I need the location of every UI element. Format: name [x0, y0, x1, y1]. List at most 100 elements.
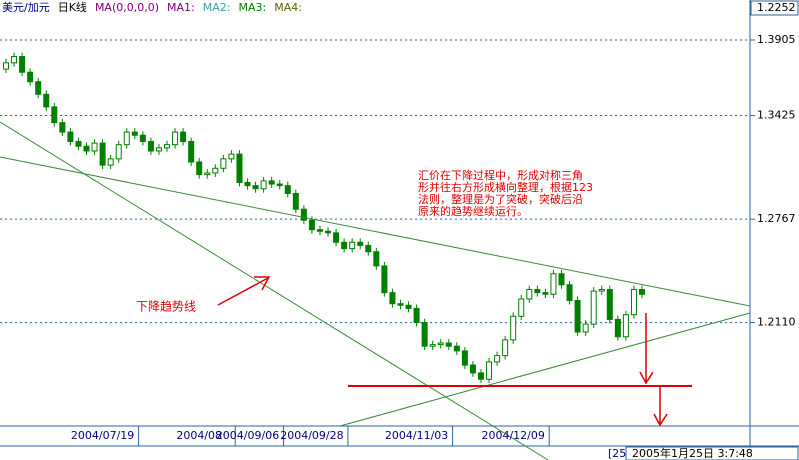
- candle-body: [292, 192, 299, 210]
- candle-body: [349, 241, 356, 250]
- candle-body: [164, 144, 171, 149]
- candle-body: [172, 131, 179, 146]
- candle-body: [3, 62, 9, 70]
- marks: [0, 39, 750, 384]
- candle-body: [558, 273, 565, 286]
- candle-body: [308, 219, 315, 231]
- candle-body: [389, 292, 396, 305]
- candle-body: [526, 289, 533, 300]
- candle-body: [188, 141, 195, 163]
- header-item: MA(0,0,0,0): [95, 1, 159, 14]
- candle-body: [316, 229, 323, 232]
- header-bg: [0, 0, 330, 15]
- trend-line: [0, 156, 751, 307]
- candle-body: [35, 81, 42, 95]
- candle-body: [574, 300, 581, 333]
- candle-body: [461, 350, 468, 366]
- candle-body: [75, 141, 82, 147]
- candle-body: [67, 131, 74, 143]
- candle-body: [357, 241, 364, 246]
- candle-body: [268, 180, 275, 185]
- candle-body: [228, 153, 235, 160]
- trend-label: 下降趋势线: [136, 300, 196, 314]
- candle-body: [639, 289, 645, 295]
- candle-body: [486, 361, 493, 380]
- x-tick-label: 2004/11/03: [385, 429, 448, 442]
- candle-body: [534, 289, 541, 294]
- annotation-line: 原来的趋势继续运行。: [418, 204, 528, 218]
- candle-body: [131, 131, 138, 136]
- candle-body: [43, 93, 50, 108]
- candle-body: [469, 364, 476, 374]
- candle-body: [123, 131, 130, 146]
- status-time: 2005年1月25日 3:7:48: [632, 446, 753, 460]
- candle-body: [437, 342, 444, 346]
- candle-body: [582, 323, 589, 333]
- candle-body: [381, 265, 388, 294]
- x-tick-label: 2004/09/06: [216, 429, 279, 442]
- trend-line: [339, 312, 751, 427]
- candle-body: [566, 284, 573, 302]
- arrow: [217, 276, 271, 306]
- candle-body: [606, 289, 613, 320]
- header-item: 美元/加元: [2, 1, 50, 14]
- candle-body: [220, 158, 227, 169]
- annotation-line: 汇价在下降过程中，形成对称三角: [418, 168, 583, 182]
- candle-body: [27, 71, 34, 83]
- candle-body: [180, 131, 187, 143]
- candle-body: [204, 172, 211, 176]
- candle-body: [373, 251, 380, 267]
- candle-body: [413, 307, 420, 324]
- x-tick-label: 2004/12/09: [481, 429, 544, 442]
- candle-body: [542, 292, 549, 295]
- candle-body: [494, 355, 501, 363]
- candle-body: [252, 185, 259, 190]
- annotation: 汇价在下降过程中，形成对称三角形并往右方形成横向整理，根据123法则，整理是为了…: [418, 168, 593, 218]
- y-tick-label: 1.3905: [757, 33, 796, 46]
- candle-body: [107, 158, 114, 166]
- candle-body: [196, 161, 203, 176]
- candle-body: [477, 372, 484, 380]
- candle-body: [518, 298, 525, 317]
- candle-body: [59, 122, 66, 133]
- last-price: 1.2252: [757, 1, 796, 14]
- candle-body: [421, 322, 428, 347]
- candle-body: [510, 315, 517, 341]
- candle-body: [51, 106, 58, 124]
- header: 美元/加元 日K线 MA(0,0,0,0) MA1: MA2: MA3: MA4:: [2, 0, 302, 14]
- candle-body: [115, 144, 122, 160]
- trend-line: [0, 121, 549, 460]
- candle-body: [405, 304, 412, 309]
- candle-body: [284, 185, 291, 194]
- candle-body: [91, 142, 98, 152]
- candle-body: [365, 244, 372, 253]
- candle-body: [83, 145, 90, 152]
- candle-body: [19, 56, 26, 73]
- annotation-line: 形并往右方形成横向整理，根据123: [418, 180, 593, 194]
- price-box: [750, 0, 799, 16]
- header-item: MA1:: [167, 1, 195, 14]
- candle-body: [236, 153, 243, 183]
- arrow: [639, 313, 654, 385]
- candle-body: [502, 339, 509, 357]
- candle-body: [590, 290, 597, 325]
- candle-body: [614, 318, 621, 338]
- candle-body: [325, 230, 332, 234]
- candle-body: [622, 314, 629, 338]
- y-tick-label: 1.2767: [757, 212, 796, 225]
- candle-body: [397, 303, 404, 306]
- candle-body: [429, 344, 436, 347]
- y-tick-label: 1.3425: [757, 109, 796, 122]
- candle-body: [139, 134, 146, 143]
- candle-body: [155, 147, 162, 152]
- header-item: MA4:: [274, 1, 302, 14]
- candle-body: [598, 289, 605, 292]
- candle-body: [300, 208, 307, 221]
- arrow: [653, 386, 668, 427]
- candle-body: [212, 167, 219, 174]
- candle-body: [550, 273, 557, 295]
- candle-body: [333, 232, 340, 243]
- x-tick-label: 2004/09/28: [280, 429, 343, 442]
